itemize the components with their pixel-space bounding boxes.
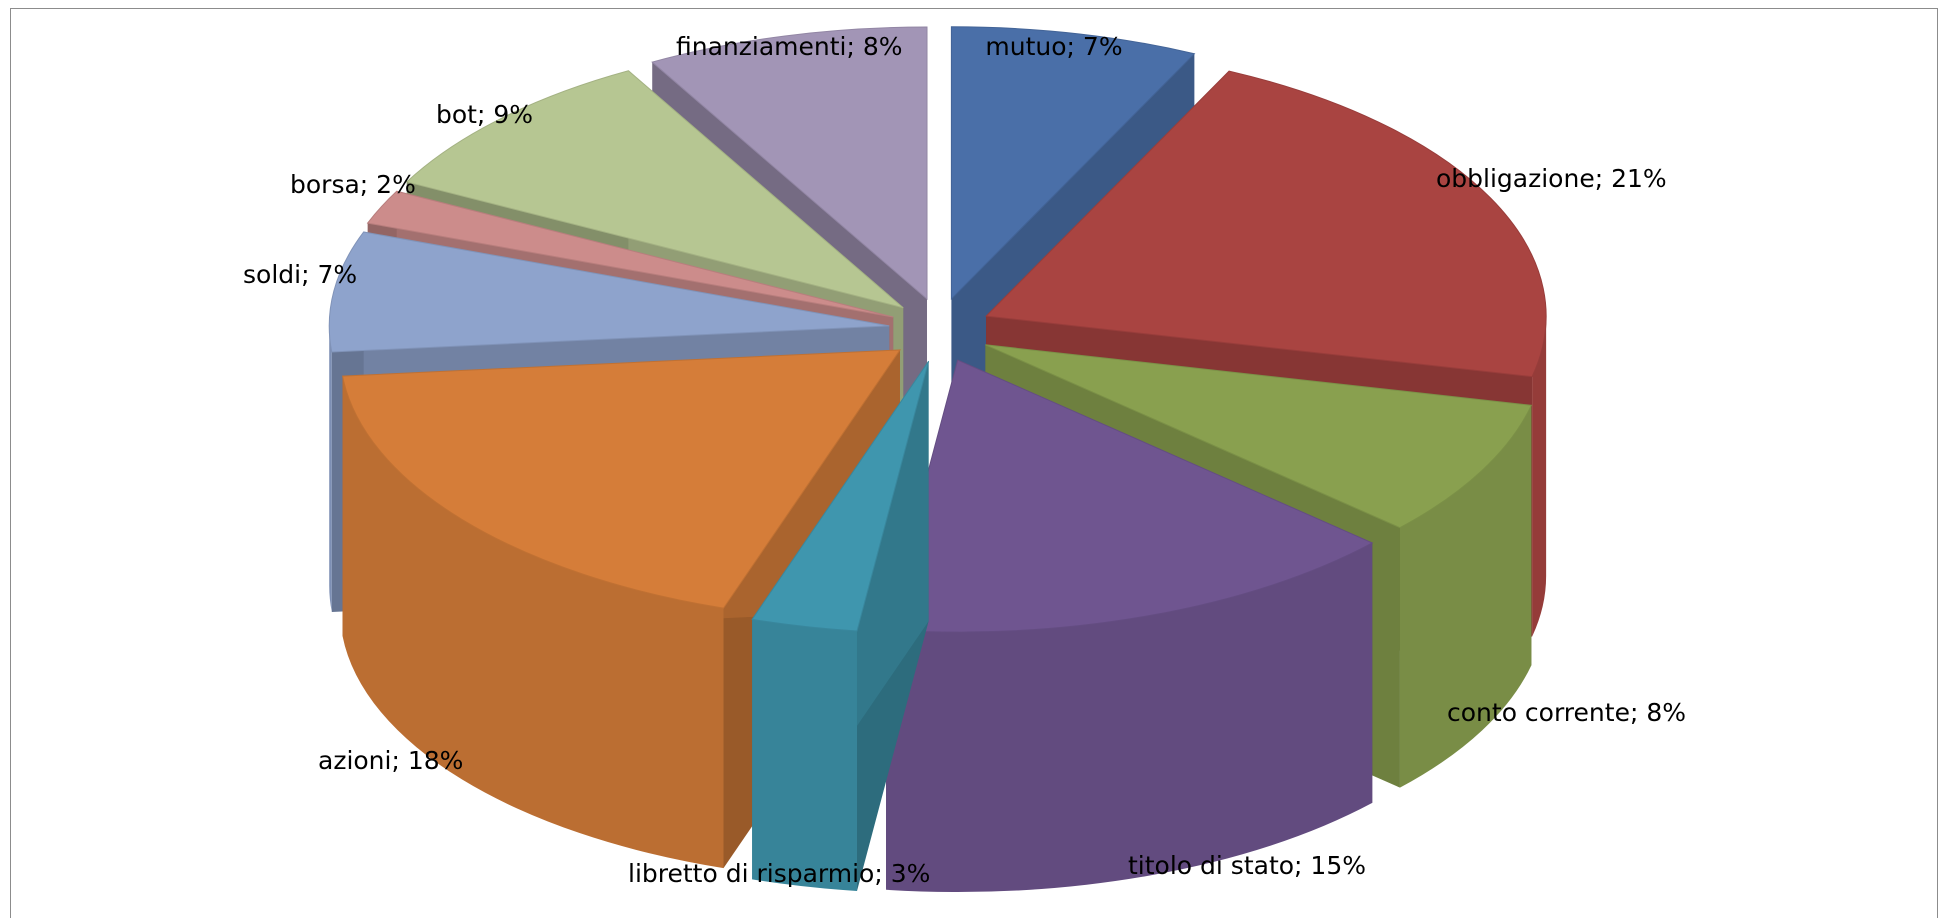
data-label-libretto-di-risparmio: libretto di risparmio; 3% bbox=[628, 859, 930, 888]
pie-slice-top bbox=[885, 359, 1374, 633]
data-label-obbligazione: obbligazione; 21% bbox=[1436, 164, 1667, 193]
pie-slice-top bbox=[985, 70, 1547, 378]
pie-slice-top bbox=[328, 231, 890, 353]
pie-slice-libretto-di-risparmio bbox=[751, 360, 930, 891]
pie-slice-outer-wall bbox=[329, 325, 332, 613]
data-label-mutuo: mutuo; 7% bbox=[985, 32, 1122, 61]
data-label-conto-corrente: conto corrente; 8% bbox=[1447, 698, 1686, 727]
pie-slice-outer-wall bbox=[886, 542, 1373, 893]
data-label-azioni: azioni; 18% bbox=[318, 746, 463, 775]
pie-slice-outer-wall bbox=[1532, 316, 1547, 637]
pie-slice-top bbox=[405, 70, 904, 309]
pie-slice-top bbox=[985, 344, 1533, 529]
data-label-soldi: soldi; 7% bbox=[243, 260, 357, 289]
pie-slice-outer-wall bbox=[342, 376, 724, 869]
pie-slice-top bbox=[341, 349, 901, 609]
data-label-titolo-di-stato: titolo di stato; 15% bbox=[1128, 851, 1366, 880]
pie-slice-top bbox=[651, 26, 928, 301]
pie-slice-top bbox=[366, 190, 894, 318]
pie-slice-outer-wall bbox=[1399, 405, 1532, 788]
pie-slice-outer-wall bbox=[752, 619, 857, 891]
pie-slice-top bbox=[751, 360, 930, 632]
pie-slice-top bbox=[950, 26, 1196, 301]
pie-slice-titolo-di-stato bbox=[885, 359, 1374, 893]
data-label-borsa: borsa; 2% bbox=[290, 170, 416, 199]
data-label-finanziamenti: finanziamenti; 8% bbox=[676, 32, 903, 61]
data-label-bot: bot; 9% bbox=[436, 100, 533, 129]
